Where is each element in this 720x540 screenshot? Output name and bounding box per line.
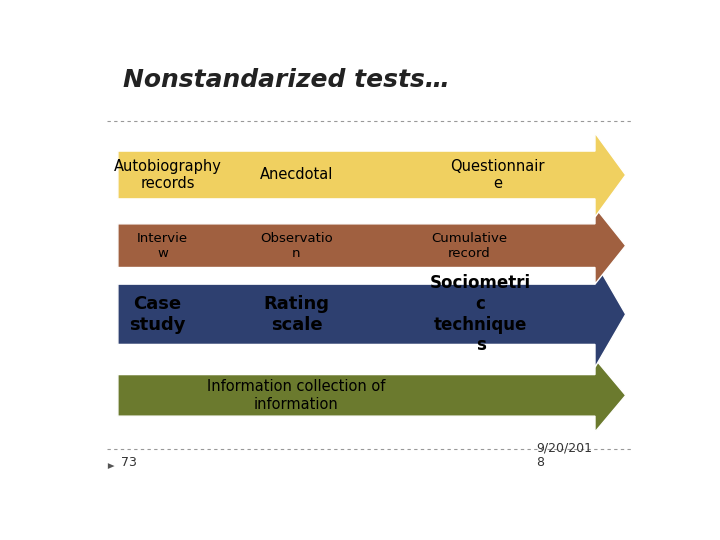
Text: 73: 73 xyxy=(121,456,137,469)
Text: Information collection of
information: Information collection of information xyxy=(207,379,386,411)
Text: Intervie
w: Intervie w xyxy=(137,232,188,260)
Text: Anecdotal: Anecdotal xyxy=(260,167,333,183)
Polygon shape xyxy=(108,463,114,469)
Polygon shape xyxy=(118,207,626,284)
Polygon shape xyxy=(118,261,626,367)
Text: Observatio
n: Observatio n xyxy=(260,232,333,260)
Text: Sociometri
c
technique
s: Sociometri c technique s xyxy=(430,274,531,354)
Polygon shape xyxy=(118,359,626,432)
Text: Cumulative
record: Cumulative record xyxy=(431,232,508,260)
Text: Autobiography
records: Autobiography records xyxy=(114,159,222,191)
Text: Rating
scale: Rating scale xyxy=(264,295,330,334)
Text: Questionnair
e: Questionnair e xyxy=(450,159,544,191)
Polygon shape xyxy=(118,133,626,217)
Text: 9/20/201
8: 9/20/201 8 xyxy=(536,441,593,469)
Text: Case
study: Case study xyxy=(129,295,185,334)
Text: Nonstandarized tests…: Nonstandarized tests… xyxy=(124,68,450,92)
